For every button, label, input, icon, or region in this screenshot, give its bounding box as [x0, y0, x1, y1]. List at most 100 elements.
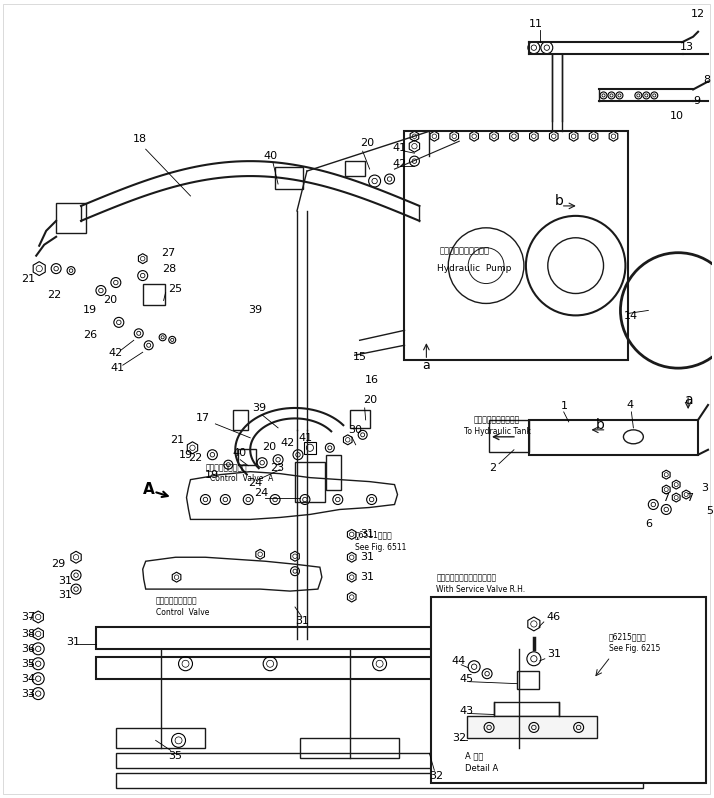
- Text: 9: 9: [693, 97, 700, 106]
- Text: 31: 31: [295, 616, 309, 626]
- Bar: [295, 462, 325, 501]
- Text: 42: 42: [393, 159, 407, 169]
- Text: 8: 8: [703, 74, 710, 85]
- Bar: [479, 729, 568, 749]
- Text: 42: 42: [280, 438, 294, 448]
- Bar: [116, 729, 206, 749]
- Text: 39: 39: [248, 306, 262, 315]
- Text: 39: 39: [252, 403, 266, 413]
- Text: 41: 41: [298, 433, 312, 443]
- Text: a: a: [423, 358, 431, 372]
- Bar: [489, 420, 529, 452]
- Text: 7: 7: [686, 492, 693, 503]
- Text: b: b: [554, 194, 563, 208]
- Text: Detail A: Detail A: [466, 764, 498, 772]
- Text: 40: 40: [232, 448, 246, 458]
- Text: 41: 41: [393, 143, 407, 153]
- Bar: [517, 670, 539, 689]
- Text: 第6511図参照: 第6511図参照: [355, 531, 393, 540]
- Text: 27: 27: [161, 247, 175, 258]
- Text: 21: 21: [171, 435, 185, 444]
- Text: 2: 2: [489, 463, 496, 472]
- Text: 32: 32: [429, 771, 443, 781]
- Text: 32: 32: [452, 733, 466, 744]
- Text: 46: 46: [547, 612, 561, 622]
- Text: Hydraulic  Pump: Hydraulic Pump: [437, 264, 512, 273]
- Text: 28: 28: [163, 263, 177, 274]
- Text: 20: 20: [103, 295, 117, 306]
- Text: 20: 20: [360, 138, 374, 148]
- Circle shape: [175, 737, 182, 744]
- Text: 17: 17: [196, 413, 210, 423]
- Text: 31: 31: [360, 529, 373, 539]
- Bar: [238, 448, 256, 464]
- Text: 31: 31: [58, 576, 72, 587]
- Text: 37: 37: [21, 612, 36, 622]
- Text: 12: 12: [691, 9, 705, 19]
- Bar: [233, 410, 248, 430]
- Text: 26: 26: [83, 330, 97, 340]
- Text: 33: 33: [21, 689, 35, 698]
- Bar: [494, 701, 559, 717]
- Text: 5: 5: [706, 507, 713, 516]
- Text: ハイドロリックポンプ: ハイドロリックポンプ: [439, 247, 489, 255]
- Text: A: A: [143, 482, 154, 497]
- Text: Control  Valve: Control Valve: [156, 609, 209, 618]
- Text: 45: 45: [459, 674, 473, 684]
- Text: 7: 7: [663, 492, 670, 503]
- Text: 20: 20: [262, 442, 276, 452]
- Circle shape: [376, 660, 383, 667]
- Text: 36: 36: [21, 644, 35, 654]
- Bar: [350, 410, 370, 428]
- Bar: [300, 738, 400, 758]
- Text: 22: 22: [188, 452, 203, 463]
- Circle shape: [461, 660, 468, 667]
- Text: コントロールバルブ: コントロールバルブ: [156, 597, 197, 606]
- Text: A 詳細: A 詳細: [466, 752, 483, 760]
- Text: 1: 1: [560, 401, 568, 411]
- Bar: [326, 455, 341, 489]
- Text: b: b: [596, 418, 605, 432]
- Text: 44: 44: [451, 656, 466, 666]
- Bar: [404, 131, 628, 360]
- Text: 3: 3: [701, 483, 708, 492]
- Text: 24: 24: [254, 488, 268, 498]
- Bar: [304, 442, 316, 454]
- Text: 41: 41: [111, 363, 125, 373]
- Text: 40: 40: [263, 151, 277, 161]
- Text: Control  Valve  A: Control Valve A: [211, 474, 273, 483]
- Bar: [143, 283, 165, 306]
- Text: 31: 31: [360, 552, 373, 563]
- Bar: [467, 717, 597, 738]
- Text: 6: 6: [645, 519, 653, 529]
- Circle shape: [182, 660, 189, 667]
- Text: 22: 22: [47, 290, 61, 301]
- Text: 14: 14: [623, 311, 638, 322]
- Text: 21: 21: [21, 274, 36, 283]
- Circle shape: [266, 660, 273, 667]
- Text: 11: 11: [529, 19, 543, 29]
- Text: 第6215図参照: 第6215図参照: [608, 632, 646, 642]
- Text: 29: 29: [51, 559, 66, 569]
- Text: 43: 43: [459, 705, 473, 716]
- Bar: [96, 657, 593, 678]
- Text: 23: 23: [270, 463, 284, 472]
- Text: 4: 4: [626, 400, 633, 410]
- Text: See Fig. 6511: See Fig. 6511: [355, 543, 406, 551]
- Text: コントロールバルブ: コントロールバルブ: [206, 463, 247, 472]
- Text: 16: 16: [365, 375, 378, 385]
- Text: サービスバルブ付右バルブ用: サービスバルブ付右バルブ用: [436, 573, 496, 582]
- Text: 25: 25: [169, 283, 183, 294]
- Text: 34: 34: [21, 674, 36, 684]
- Text: With Service Valve R.H.: With Service Valve R.H.: [436, 585, 526, 594]
- Text: 31: 31: [66, 637, 80, 647]
- Text: 31: 31: [547, 649, 560, 659]
- Bar: [529, 420, 698, 455]
- Bar: [345, 161, 365, 176]
- Text: 38: 38: [21, 629, 36, 639]
- Text: 10: 10: [670, 112, 684, 121]
- Text: 19: 19: [83, 306, 97, 315]
- Text: 30: 30: [348, 425, 362, 435]
- Bar: [116, 773, 643, 788]
- Bar: [431, 597, 706, 783]
